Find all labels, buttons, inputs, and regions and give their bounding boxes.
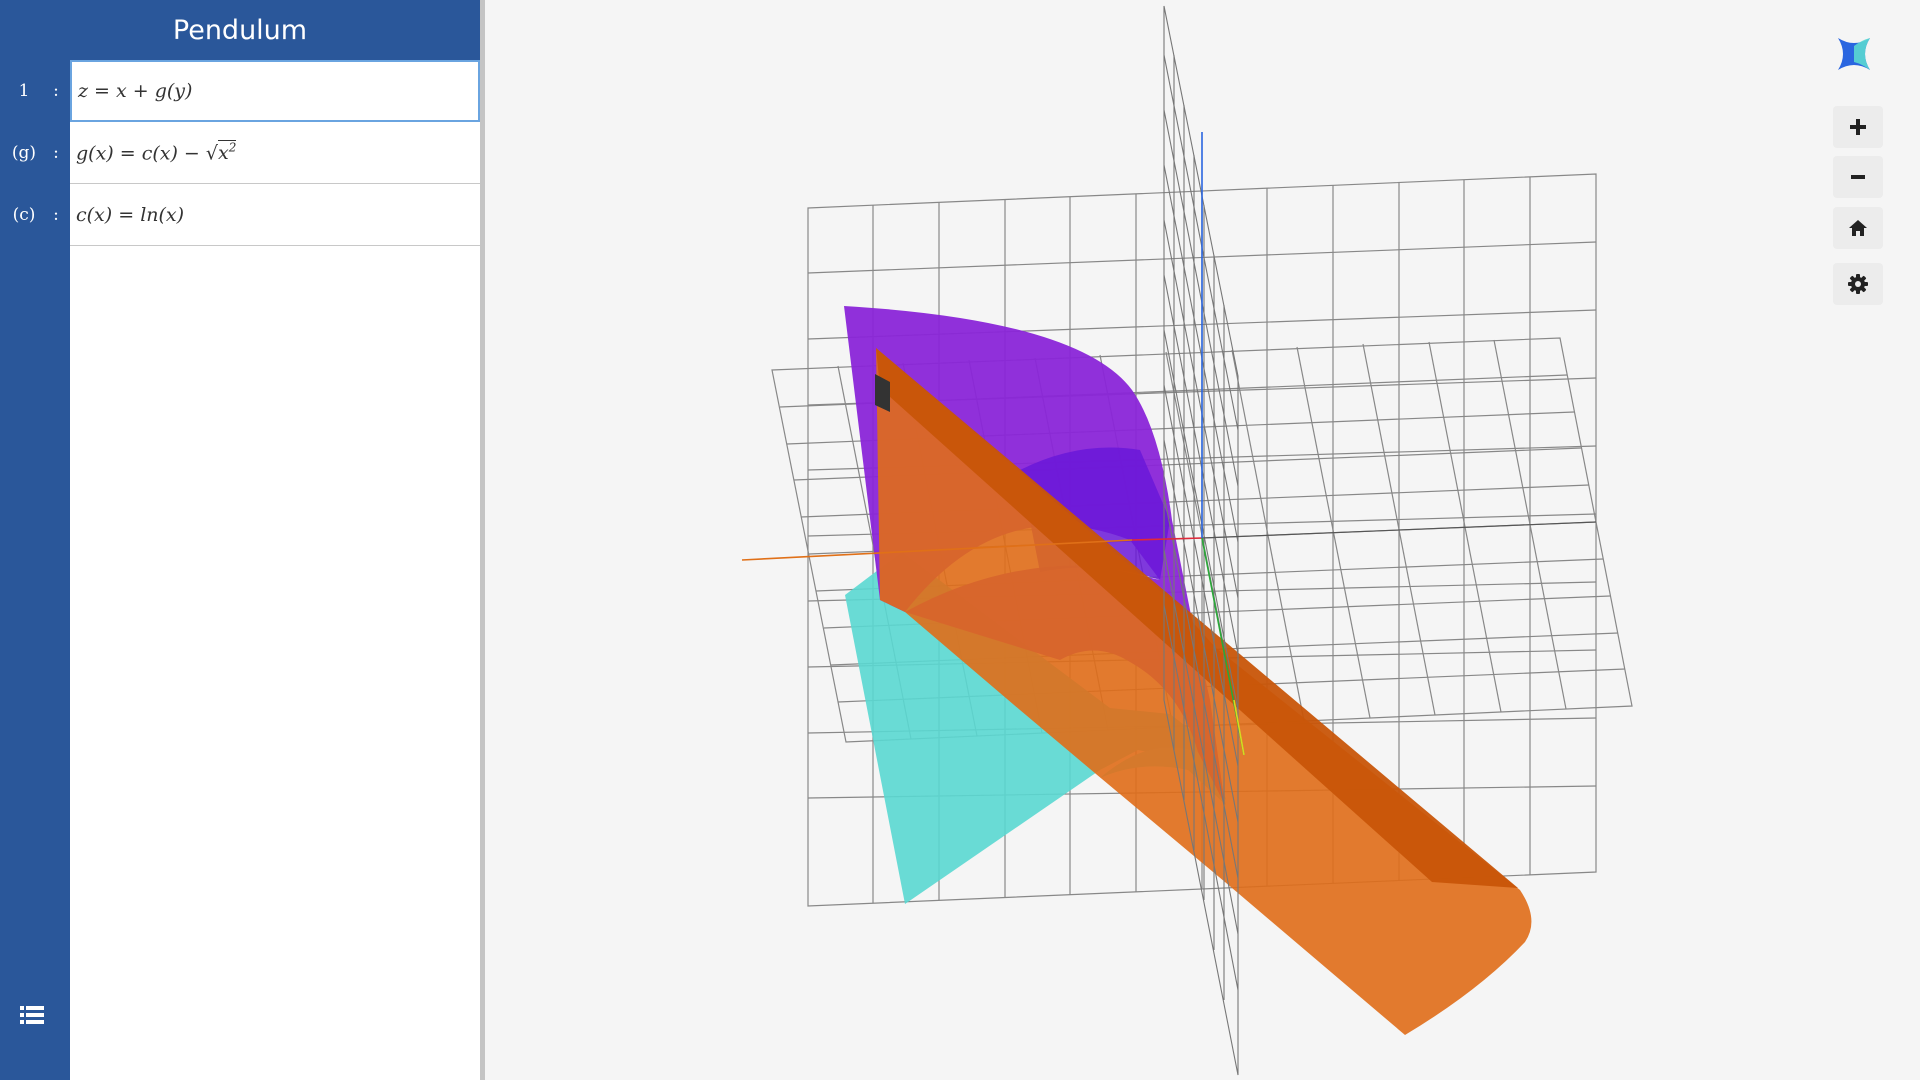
x-axis-positive (1131, 537, 1203, 541)
expression-text[interactable]: c(x) = ln(x) (76, 203, 185, 226)
panel-splitter[interactable] (480, 0, 485, 1080)
expression-label-c: (c) : (12, 205, 59, 225)
3d-plot[interactable] (485, 0, 1920, 1080)
zoom-out-button[interactable] (1833, 156, 1883, 198)
list-icon[interactable] (20, 1004, 44, 1026)
x-axis-far (1201, 521, 1597, 539)
home-icon (1849, 220, 1867, 236)
app-logo-icon (1834, 34, 1874, 74)
expression-input-1[interactable]: z = x + g(y) (70, 60, 480, 122)
minus-icon (1851, 175, 1865, 179)
y-axis-tip (1233, 699, 1245, 756)
home-button[interactable] (1833, 207, 1883, 249)
surface-orange-edge (875, 374, 890, 412)
expression-label-g: (g) : (11, 143, 59, 163)
expression-input-g[interactable]: g(x) = c(x) − √x2 (70, 122, 480, 184)
settings-button[interactable] (1833, 263, 1883, 305)
surface-orange-top (876, 348, 1518, 888)
expression-text[interactable]: g(x) = c(x) − √x2 (76, 140, 237, 165)
expression-sidebar: Pendulum 1 : (g) : (c) : z = x + g(y) g(… (0, 0, 480, 1080)
x-axis (741, 539, 1133, 561)
grid-plane-side (1163, 5, 1239, 1076)
zoom-in-button[interactable] (1833, 106, 1883, 148)
app-title: Pendulum (172, 15, 308, 46)
expression-list: z = x + g(y) g(x) = c(x) − √x2 c(x) = ln… (70, 60, 480, 1080)
expression-input-c[interactable]: c(x) = ln(x) (70, 184, 480, 246)
expression-text[interactable]: z = x + g(y) (78, 80, 193, 102)
gear-icon (1848, 274, 1868, 294)
expression-label-1: 1 : (18, 81, 59, 101)
plus-icon (1850, 119, 1866, 135)
graph-canvas[interactable] (485, 0, 1920, 1080)
